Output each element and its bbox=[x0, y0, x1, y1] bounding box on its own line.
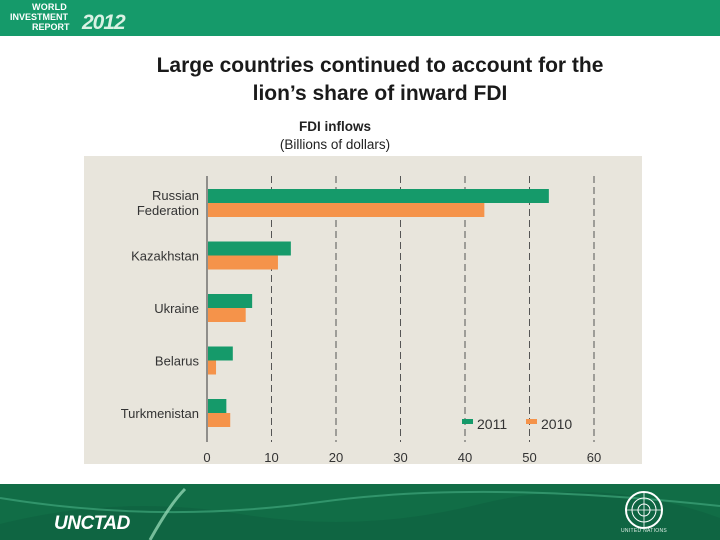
x-tick-label: 10 bbox=[264, 450, 278, 465]
category-label: Turkmenistan bbox=[121, 406, 199, 421]
bar-2010 bbox=[208, 413, 231, 427]
bar-2011 bbox=[208, 399, 227, 413]
category-label: Kazakhstan bbox=[131, 249, 199, 264]
bar-2010 bbox=[208, 255, 278, 270]
bar-2010 bbox=[208, 360, 217, 375]
bar-2010 bbox=[208, 203, 485, 217]
bar-2011 bbox=[208, 189, 549, 203]
footer-decoration bbox=[0, 487, 720, 540]
bar-2011 bbox=[208, 294, 253, 308]
x-tick-label: 0 bbox=[203, 450, 210, 465]
legend-swatch-2010 bbox=[526, 419, 537, 424]
logo-line-investment: INVESTMENT bbox=[10, 12, 69, 22]
x-tick-label: 30 bbox=[393, 450, 407, 465]
category-label: Ukraine bbox=[154, 301, 199, 316]
header-bar: WORLD INVESTMENT REPORT 2012 bbox=[0, 0, 720, 36]
slide-title: Large countries continued to account for… bbox=[156, 54, 604, 105]
x-tick-label: 40 bbox=[458, 450, 472, 465]
bar-2010 bbox=[208, 308, 246, 322]
legend-swatch-2011 bbox=[462, 419, 473, 424]
logo-line-report: REPORT bbox=[32, 22, 70, 32]
chart-subtitle: (Billions of dollars) bbox=[279, 137, 391, 152]
category-label: Russian bbox=[152, 188, 199, 203]
legend-label: 2011 bbox=[477, 416, 507, 432]
legend-label: 2010 bbox=[541, 416, 572, 432]
un-label: UNITED NATIONS bbox=[620, 528, 668, 534]
logo-line-world: WORLD bbox=[32, 2, 67, 12]
unctad-logo: UNCTAD bbox=[54, 513, 130, 534]
bar-2011 bbox=[208, 346, 233, 361]
x-tick-label: 50 bbox=[522, 450, 536, 465]
un-emblem-icon bbox=[625, 491, 663, 529]
bar-2011 bbox=[208, 241, 291, 256]
category-label: Belarus bbox=[155, 354, 200, 369]
category-label: Federation bbox=[137, 203, 199, 218]
footer-bar bbox=[0, 484, 720, 540]
wir-logo: WORLD INVESTMENT REPORT 2012 bbox=[8, 2, 128, 34]
logo-year: 2012 bbox=[82, 11, 126, 34]
x-tick-label: 20 bbox=[329, 450, 343, 465]
chart-title: FDI inflows bbox=[299, 119, 371, 134]
x-tick-label: 60 bbox=[587, 450, 601, 465]
